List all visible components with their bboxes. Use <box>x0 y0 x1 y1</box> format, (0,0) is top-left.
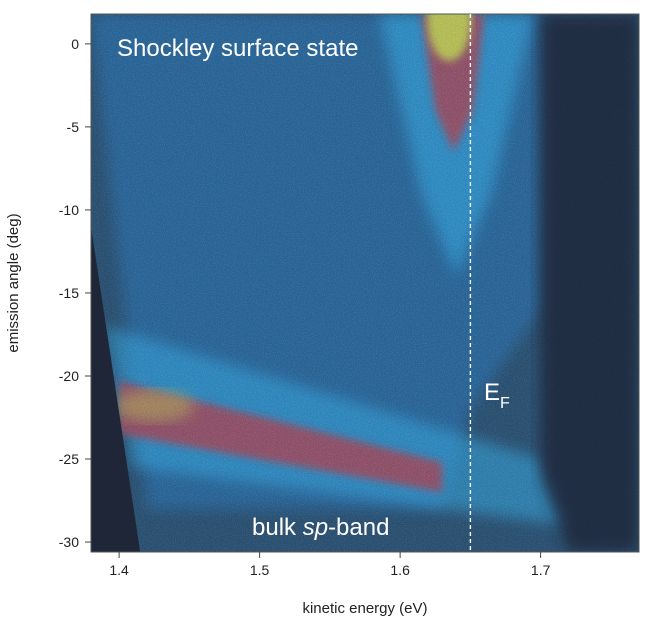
y-axis-ticks: 0 -5 -10 -15 -20 -25 -30 <box>59 36 91 550</box>
plot-frame <box>90 13 640 553</box>
x-tick-label: 1.7 <box>531 562 551 578</box>
bulk-band-italic: sp <box>303 514 328 541</box>
surface-state-annotation: Shockley surface state <box>117 35 358 62</box>
fermi-level-annotation: EF <box>484 379 510 412</box>
y-tick-label: -30 <box>59 534 79 550</box>
y-axis-label: emission angle (deg) <box>5 213 22 352</box>
y-tick-label: 0 <box>71 36 79 52</box>
detector-edge-shadow <box>91 226 141 552</box>
intensity-map <box>91 14 639 552</box>
fermi-subscript: F <box>500 395 510 412</box>
x-axis-label: kinetic energy (eV) <box>302 600 427 617</box>
bulk-band-annotation: bulk sp-band <box>252 514 389 541</box>
fermi-main: E <box>484 379 500 406</box>
x-tick-label: 1.5 <box>250 562 270 578</box>
bulk-band-suffix: -band <box>328 514 389 541</box>
y-tick-label: -15 <box>59 285 79 301</box>
x-axis-ticks: 1.4 1.5 1.6 1.7 <box>109 552 551 578</box>
y-tick-label: -25 <box>59 451 79 467</box>
y-tick-label: -20 <box>59 368 79 384</box>
x-tick-label: 1.6 <box>390 562 410 578</box>
bulk-band-prefix: bulk <box>252 514 303 541</box>
y-tick-label: -5 <box>67 119 80 135</box>
x-tick-label: 1.4 <box>109 562 129 578</box>
y-tick-label: -10 <box>59 202 79 218</box>
above-fermi-dark <box>540 14 639 552</box>
